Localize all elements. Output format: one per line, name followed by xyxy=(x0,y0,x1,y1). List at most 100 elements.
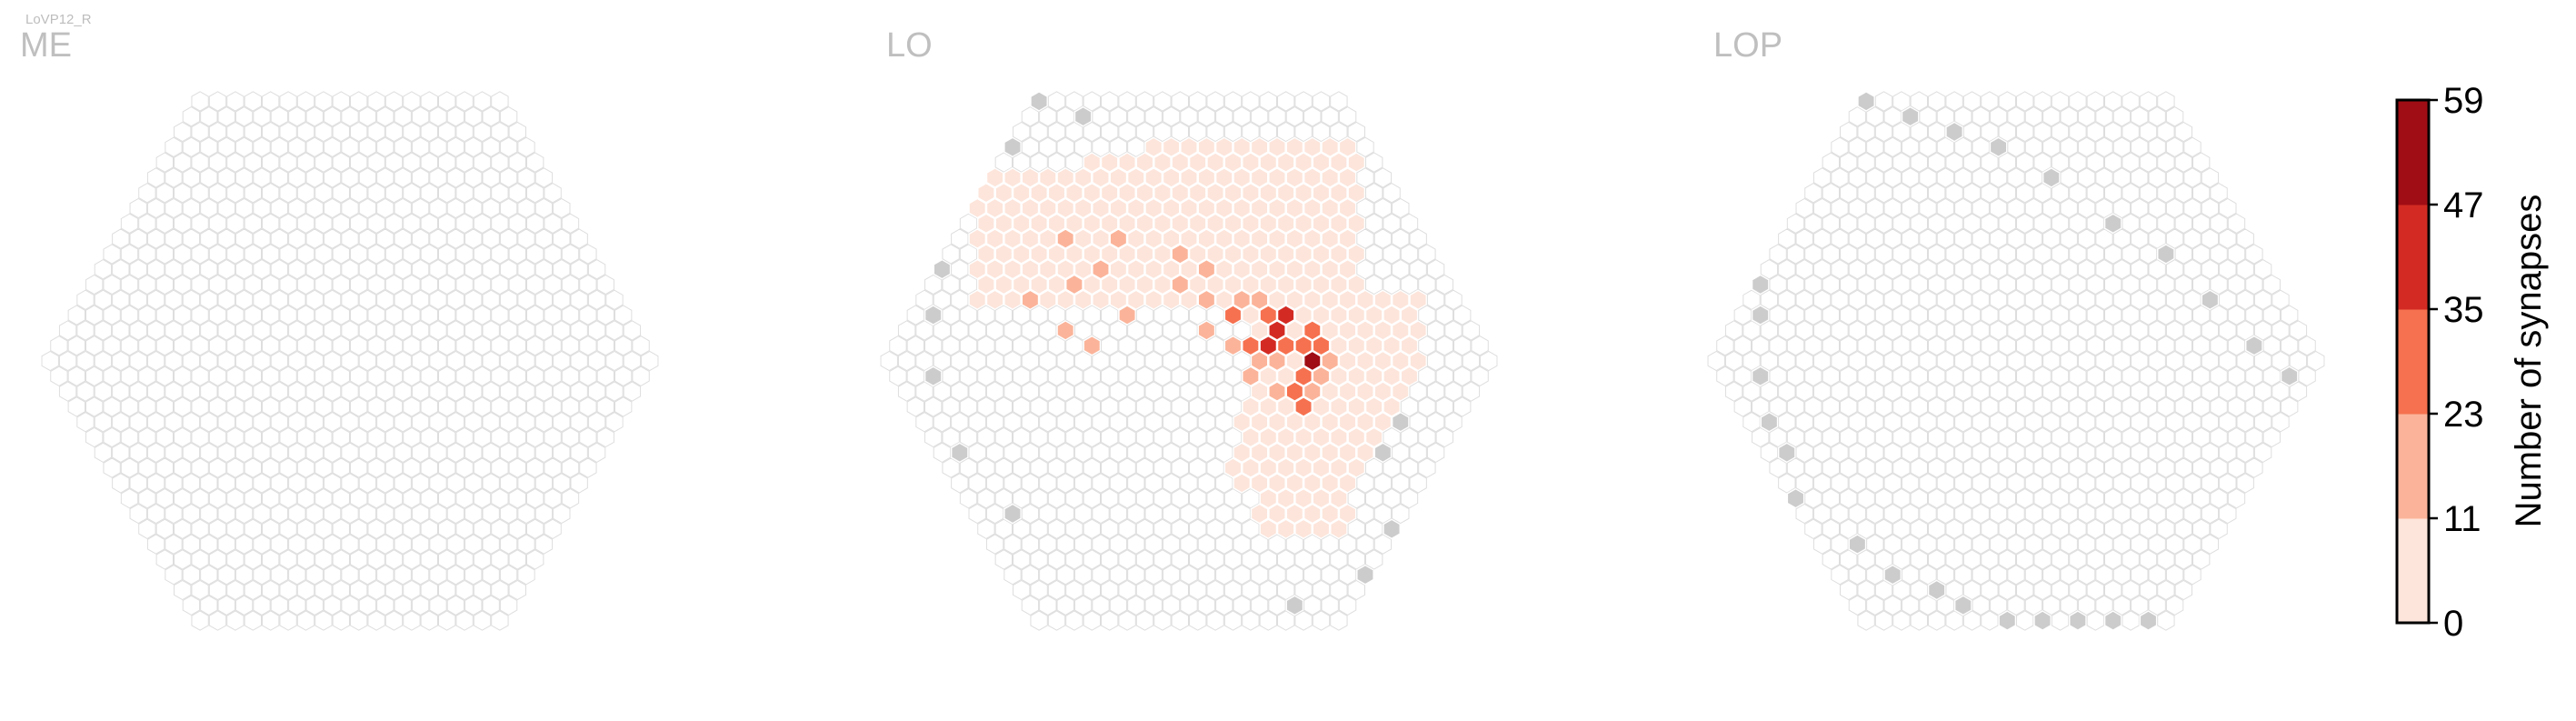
hex-cell-empty xyxy=(129,289,147,310)
hex-cell-synapse xyxy=(1109,197,1128,219)
hex-cell-empty xyxy=(482,167,500,188)
hex-cell-empty xyxy=(384,335,404,356)
hex-cell-empty xyxy=(2122,579,2140,601)
hex-cell-empty xyxy=(315,518,333,539)
hex-cell-empty xyxy=(226,152,245,173)
hex-cell-empty xyxy=(455,488,474,509)
hex-cell-empty xyxy=(1373,534,1393,555)
hex-cell-empty xyxy=(1892,488,1911,509)
hex-cell-synapse xyxy=(1259,396,1278,417)
hex-cell-empty xyxy=(1013,426,1031,448)
hex-cell-empty xyxy=(2165,289,2184,310)
hex-cell-empty xyxy=(2165,503,2184,525)
hex-cell-empty xyxy=(1804,457,1822,478)
hex-cell-empty xyxy=(508,335,526,356)
hex-cell-empty xyxy=(403,396,421,417)
hex-cell-empty xyxy=(587,259,606,280)
hex-cell-empty xyxy=(2174,396,2192,417)
hex-cell-empty xyxy=(544,244,562,265)
hex-cell-empty xyxy=(587,289,606,310)
hex-cell-empty xyxy=(482,595,500,616)
hex-cell-empty xyxy=(2227,396,2246,417)
hex-cell-synapse xyxy=(1092,258,1110,280)
hex-cell-empty xyxy=(1162,595,1181,616)
hex-cell-empty xyxy=(182,320,201,341)
hex-cell-empty xyxy=(315,335,333,356)
hex-cell-empty xyxy=(1901,167,1920,188)
hex-cell-empty xyxy=(376,381,394,402)
hex-cell-synapse xyxy=(1021,258,1040,280)
hex-cell-empty xyxy=(165,350,183,372)
hex-cell-empty xyxy=(499,565,518,586)
hex-cell-empty xyxy=(544,305,562,325)
hex-cell-synapse xyxy=(1347,152,1366,174)
hex-cell-empty xyxy=(2307,350,2325,372)
hex-cell-empty xyxy=(1426,320,1445,341)
hex-cell-synapse xyxy=(1329,182,1348,204)
hex-cell-synapse xyxy=(1329,335,1348,356)
hex-cell-empty xyxy=(2016,396,2034,417)
hex-cell-empty xyxy=(2253,320,2272,341)
hex-cell-empty xyxy=(2077,473,2096,494)
hex-cell-empty xyxy=(429,503,447,525)
hex-cell-empty xyxy=(438,518,456,539)
hex-cell-empty xyxy=(1795,412,1813,433)
hex-cell-empty xyxy=(596,335,614,356)
hex-cell-empty xyxy=(1954,381,1972,402)
hex-cell-empty xyxy=(191,610,209,631)
hex-cell-empty xyxy=(262,305,280,325)
hex-cell-synapse xyxy=(1285,136,1304,158)
hex-cell-empty xyxy=(1030,579,1048,601)
hex-cell-synapse xyxy=(1347,426,1366,448)
hex-cell-empty xyxy=(1118,121,1136,143)
hex-cell-synapse xyxy=(1056,258,1075,280)
hex-cell-empty xyxy=(1981,335,1999,356)
hex-cell-empty xyxy=(2042,136,2061,157)
hex-cell-empty xyxy=(129,197,147,219)
hex-cell-empty xyxy=(2253,412,2272,433)
hex-cell-empty xyxy=(182,503,201,525)
hex-cell-empty xyxy=(2201,503,2220,525)
hex-cell-empty xyxy=(2077,197,2096,219)
hex-cell-synapse xyxy=(1233,197,1252,219)
hex-cell-empty xyxy=(350,610,368,631)
hex-cell-empty xyxy=(235,167,254,188)
hex-cell-empty xyxy=(1409,259,1427,280)
hex-cell-empty xyxy=(446,228,465,249)
hex-cell-synapse xyxy=(1391,381,1410,403)
hex-cell-empty xyxy=(85,274,104,295)
hex-cell-empty xyxy=(1144,442,1163,463)
hex-cell-empty xyxy=(1928,457,1946,478)
hex-cell-empty xyxy=(305,534,324,555)
hex-cell-empty xyxy=(1989,381,2008,402)
hex-cell-empty xyxy=(2183,167,2202,188)
hex-cell-empty xyxy=(191,152,209,173)
hex-cell-empty xyxy=(473,274,492,295)
hex-cell-empty xyxy=(2086,518,2104,539)
hex-cell-empty xyxy=(2042,473,2061,494)
hex-cell-empty xyxy=(446,320,465,341)
hex-cell-empty xyxy=(279,152,297,173)
hex-cell-synapse xyxy=(1329,426,1348,448)
hex-cell-empty xyxy=(1392,503,1410,525)
hex-cell-empty xyxy=(1901,259,1920,280)
hex-cell-empty xyxy=(1065,91,1083,112)
hex-cell-empty xyxy=(2227,274,2246,295)
hex-cell-synapse xyxy=(1268,411,1286,433)
hex-cell-empty xyxy=(1857,366,1875,386)
hex-cell-empty xyxy=(2112,136,2132,157)
hex-cell-empty xyxy=(146,473,165,494)
hex-cell-empty xyxy=(1338,565,1357,586)
hex-cell-empty xyxy=(1840,335,1858,356)
hex-cell-empty xyxy=(1171,121,1189,143)
hex-cell-empty xyxy=(1874,152,1893,173)
hex-cell-empty xyxy=(165,381,183,402)
hex-cell-empty xyxy=(1998,457,2016,478)
hex-cell-empty xyxy=(217,350,235,372)
hex-cell-empty xyxy=(1752,396,1770,417)
hex-cell-empty xyxy=(120,274,139,295)
hex-cell-empty xyxy=(1135,121,1154,143)
hex-cell-synapse xyxy=(1294,305,1313,326)
hex-cell-empty xyxy=(165,259,183,280)
hex-cell-empty xyxy=(2174,457,2192,478)
